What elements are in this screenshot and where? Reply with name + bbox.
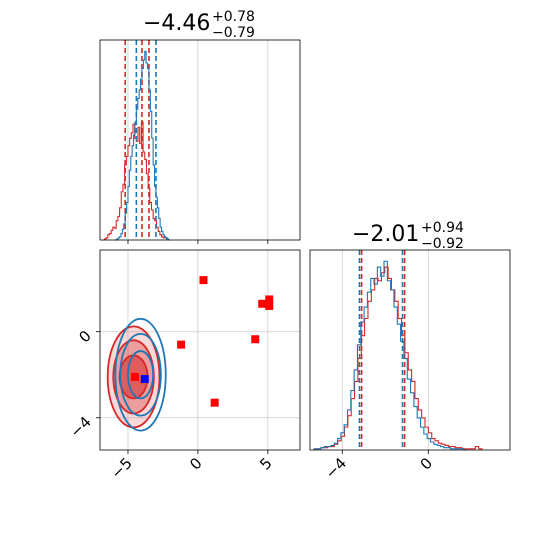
x-tick-label: 5 bbox=[256, 454, 275, 473]
hist-y-title-sup: +0.94 bbox=[421, 220, 464, 236]
y-tick-label: −4 bbox=[66, 413, 94, 441]
hist-x-title-sub: −0.79 bbox=[212, 25, 255, 41]
marker-red bbox=[199, 276, 208, 285]
marker-red bbox=[177, 340, 186, 349]
panel-hist-y: −4 0 −2.01 +0.94 −0.92 bbox=[309, 220, 511, 482]
marker-red bbox=[210, 398, 219, 407]
hist-y-title-value: −2.01 bbox=[352, 222, 419, 247]
marker-red bbox=[251, 335, 260, 344]
marker-red bbox=[265, 295, 274, 304]
panel-scatter-xy: −5 0 5 0 −4 bbox=[66, 249, 301, 482]
x-tick-label: −5 bbox=[107, 454, 135, 482]
marker-red bbox=[258, 299, 267, 308]
hist-y-frame bbox=[309, 249, 511, 451]
marker-blue bbox=[140, 375, 149, 384]
contour-blue bbox=[127, 350, 155, 400]
histogram-step-blue bbox=[113, 50, 170, 241]
x-tick-label: −4 bbox=[322, 454, 350, 482]
hist-y-title: −2.01 +0.94 −0.92 bbox=[352, 220, 464, 252]
hist-x-title: −4.46 +0.78 −0.79 bbox=[143, 9, 255, 41]
hist-y-title-sub: −0.92 bbox=[421, 236, 464, 252]
y-tick-label: 0 bbox=[75, 327, 94, 346]
contour-blue bbox=[114, 317, 167, 432]
hist-x-title-value: −4.46 bbox=[143, 11, 210, 36]
hist-x-title-sup: +0.78 bbox=[212, 9, 255, 25]
x-tick-label: 0 bbox=[186, 454, 205, 473]
marker-red bbox=[130, 372, 139, 381]
histogram-step-red bbox=[313, 266, 483, 450]
histogram-step-blue bbox=[313, 260, 467, 451]
marker-red bbox=[265, 301, 274, 310]
contour-blue bbox=[119, 332, 162, 417]
scatter-frame bbox=[99, 249, 301, 451]
x-tick-label: 0 bbox=[417, 454, 436, 473]
panel-hist-x: −4.46 +0.78 −0.79 bbox=[99, 9, 301, 244]
hist-x-frame bbox=[99, 39, 301, 241]
